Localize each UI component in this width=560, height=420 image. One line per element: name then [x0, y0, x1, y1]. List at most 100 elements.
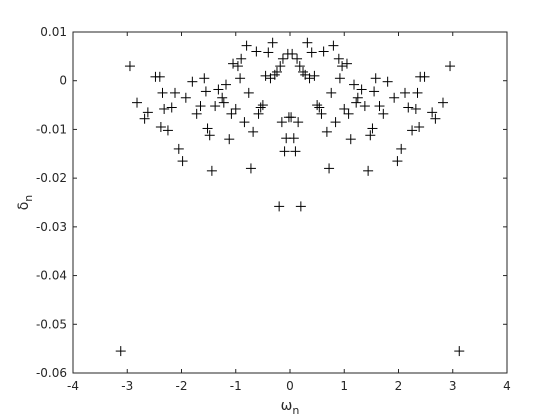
data-point — [437, 97, 448, 108]
data-point — [241, 40, 252, 51]
data-point — [271, 66, 282, 77]
data-point — [312, 100, 323, 111]
data-point — [248, 126, 259, 137]
data-point — [200, 86, 211, 97]
x-tick-label: 4 — [503, 379, 511, 393]
data-point — [415, 71, 426, 82]
data-point — [275, 61, 286, 72]
data-point — [334, 73, 345, 84]
y-axis-label: δn — [16, 195, 35, 211]
data-point — [279, 146, 290, 157]
x-tick-label: 0 — [286, 379, 294, 393]
data-point — [410, 103, 421, 114]
data-point — [389, 92, 400, 103]
data-point — [378, 108, 389, 119]
data-point — [217, 92, 228, 103]
axes-box — [72, 31, 508, 374]
data-point — [195, 101, 206, 112]
data-point — [232, 61, 243, 72]
x-axis-label: ωn — [281, 398, 300, 417]
data-point — [115, 346, 126, 357]
data-point — [318, 46, 329, 57]
data-point — [226, 108, 237, 119]
data-point — [263, 47, 274, 58]
data-point — [257, 100, 268, 111]
x-tick-label: -2 — [176, 379, 188, 393]
data-point — [204, 130, 215, 141]
data-point — [220, 79, 231, 90]
data-point — [295, 201, 306, 212]
data-point — [277, 53, 288, 64]
data-point — [218, 97, 229, 108]
data-point — [286, 112, 297, 123]
data-point — [243, 87, 254, 98]
x-tick-label: -4 — [67, 379, 79, 393]
data-point — [396, 143, 407, 154]
data-point — [316, 108, 327, 119]
data-point — [392, 156, 403, 167]
data-point — [359, 101, 370, 112]
data-point — [210, 101, 221, 112]
data-point — [239, 117, 250, 128]
data-point — [253, 108, 264, 119]
data-point — [235, 73, 246, 84]
data-point — [367, 123, 378, 134]
data-point — [349, 79, 360, 90]
data-point — [213, 84, 224, 95]
data-point — [343, 108, 354, 119]
data-point — [365, 130, 376, 141]
y-tick-label: 0 — [59, 74, 67, 88]
data-point — [154, 71, 165, 82]
data-point — [139, 113, 150, 124]
data-point — [166, 102, 177, 113]
data-point — [287, 48, 298, 59]
data-point — [321, 126, 332, 137]
data-point — [298, 66, 309, 77]
data-point — [445, 61, 456, 72]
axis-ticks: -4 -3 -2 -1 0 1 2 3 4 -0.06 -0.05 -0.04 -0.03 -0.02 -0… — [36, 25, 511, 393]
data-point — [333, 53, 344, 64]
data-points — [115, 37, 465, 357]
x-tick-label: 1 — [340, 379, 348, 393]
data-point — [177, 156, 188, 167]
data-point — [326, 87, 337, 98]
data-point — [159, 103, 170, 114]
data-point — [267, 37, 278, 48]
data-point — [345, 134, 356, 145]
data-point — [427, 107, 438, 118]
data-point — [324, 163, 335, 174]
data-point — [236, 53, 247, 64]
data-point — [180, 92, 191, 103]
data-point — [157, 87, 168, 98]
data-point — [199, 73, 210, 84]
data-point — [330, 117, 341, 128]
x-tick-label: 3 — [449, 379, 457, 393]
y-tick-label: -0.06 — [36, 366, 67, 380]
data-point — [288, 133, 299, 144]
data-point — [132, 97, 143, 108]
data-point — [173, 143, 184, 154]
data-point — [309, 70, 320, 81]
data-point — [400, 87, 411, 98]
plot-frame — [72, 31, 508, 374]
data-point — [187, 76, 198, 87]
data-point — [403, 102, 414, 113]
data-point — [228, 58, 239, 69]
data-point — [382, 76, 393, 87]
y-tick-label: -0.03 — [36, 220, 67, 234]
y-tick-label: -0.04 — [36, 269, 67, 283]
data-point — [293, 117, 304, 128]
data-point — [414, 121, 425, 132]
data-point — [341, 58, 352, 69]
data-point — [339, 103, 350, 114]
data-point — [351, 97, 362, 108]
data-point — [454, 346, 465, 357]
data-point — [374, 101, 385, 112]
data-point — [162, 125, 173, 136]
data-point — [294, 61, 305, 72]
data-point — [356, 84, 367, 95]
data-point — [292, 53, 303, 64]
y-tick-label: -0.01 — [36, 122, 67, 136]
data-point — [230, 103, 241, 114]
